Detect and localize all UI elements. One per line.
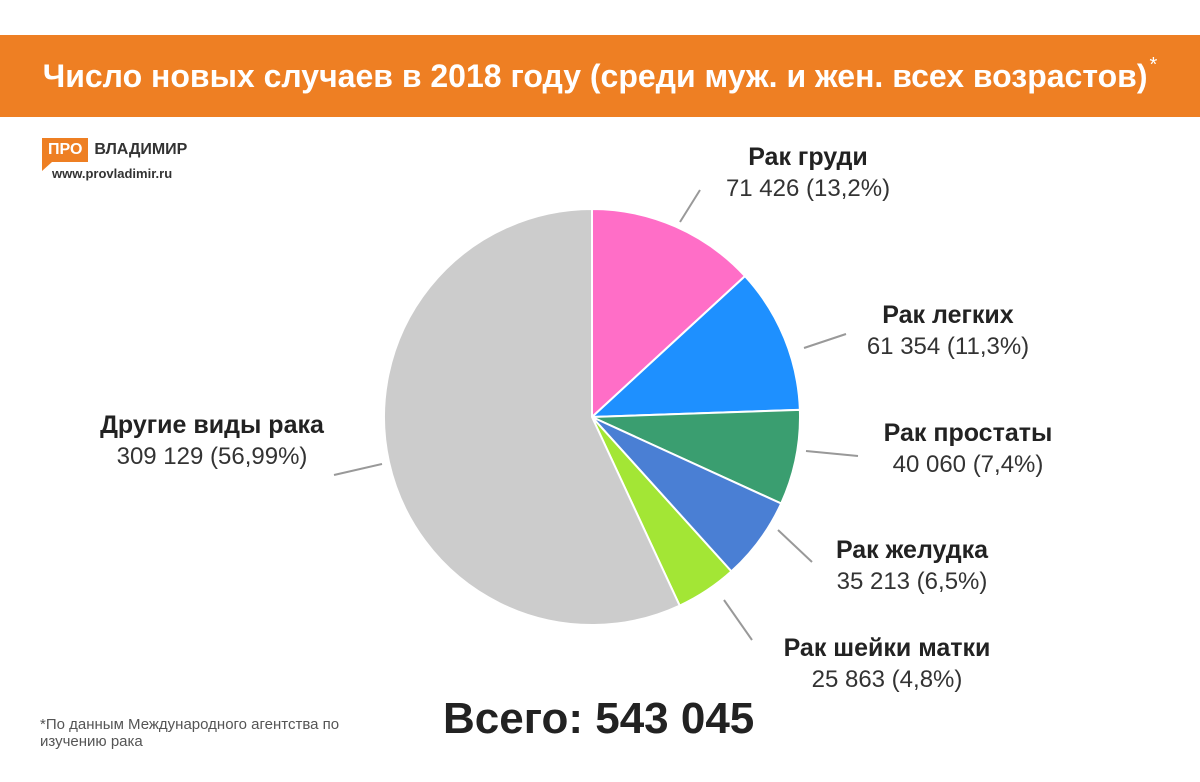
- slice-label-4: Рак шейки матки 25 863 (4,8%): [784, 633, 991, 697]
- slice-label-2: Рак простаты 40 060 (7,4%): [884, 418, 1053, 482]
- brand-logo[interactable]: ПРО ВЛАДИМИР www.provladimir.ru: [42, 138, 188, 181]
- pie-slice-1: [589, 274, 801, 419]
- slice-name-label: Рак груди: [748, 143, 868, 171]
- slice-name-label: Рак желудка: [835, 536, 989, 564]
- slice-value-label: 61 354 (11,3%): [866, 333, 1030, 360]
- logo-name: ВЛАДИМИР: [94, 141, 188, 158]
- pie-slice-2: [591, 408, 801, 505]
- slice-name-label: Другие виды рака: [100, 411, 324, 439]
- slice-value-label: 35 213 (6,5%): [836, 568, 988, 595]
- slice-label-3: Рак желудка 35 213 (6,5%): [836, 535, 988, 599]
- title-footnote-mark: *: [1149, 53, 1158, 76]
- leader-line-1: [803, 333, 847, 349]
- logo-badge: ПРО: [42, 138, 89, 171]
- leader-line-2: [805, 450, 859, 457]
- slice-label-1: Рак легких 61 354 (11,3%): [867, 300, 1029, 364]
- slice-label-0: Рак груди 71 426 (13,2%): [726, 142, 890, 206]
- slice-value-label: 309 129 (56,99%): [116, 443, 308, 470]
- slice-name-label: Рак простаты: [883, 419, 1053, 447]
- pie-slice-5: [383, 207, 682, 626]
- slice-value-label: 25 863 (4,8%): [811, 666, 963, 693]
- footnote: *По данным Международного агентства по и…: [40, 716, 340, 750]
- leader-line-3: [777, 529, 813, 563]
- title-band: Число новых случаев в 2018 году (среди м…: [0, 35, 1200, 117]
- leader-line-0: [679, 189, 701, 223]
- slice-name-label: Рак шейки матки: [783, 634, 991, 662]
- slice-label-5: Другие виды рака 309 129 (56,99%): [100, 410, 324, 474]
- leader-line-4: [723, 599, 753, 641]
- chart-title-text: Число новых случаев в 2018 году (среди м…: [42, 57, 1148, 94]
- leader-line-5: [333, 463, 383, 476]
- slice-value-label: 40 060 (7,4%): [892, 451, 1044, 478]
- logo-url[interactable]: www.provladimir.ru: [52, 166, 173, 181]
- total-label: Всего: 543 045: [443, 694, 755, 743]
- slice-value-label: 71 426 (13,2%): [725, 175, 891, 202]
- slice-name-label: Рак легких: [882, 301, 1014, 329]
- chart-title: Число новых случаев в 2018 году (среди м…: [42, 54, 1158, 95]
- pie-slice-0: [591, 207, 747, 420]
